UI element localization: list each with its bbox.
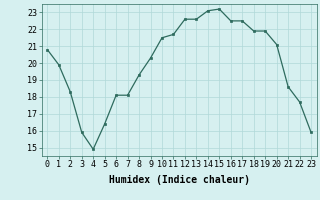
X-axis label: Humidex (Indice chaleur): Humidex (Indice chaleur) — [109, 175, 250, 185]
